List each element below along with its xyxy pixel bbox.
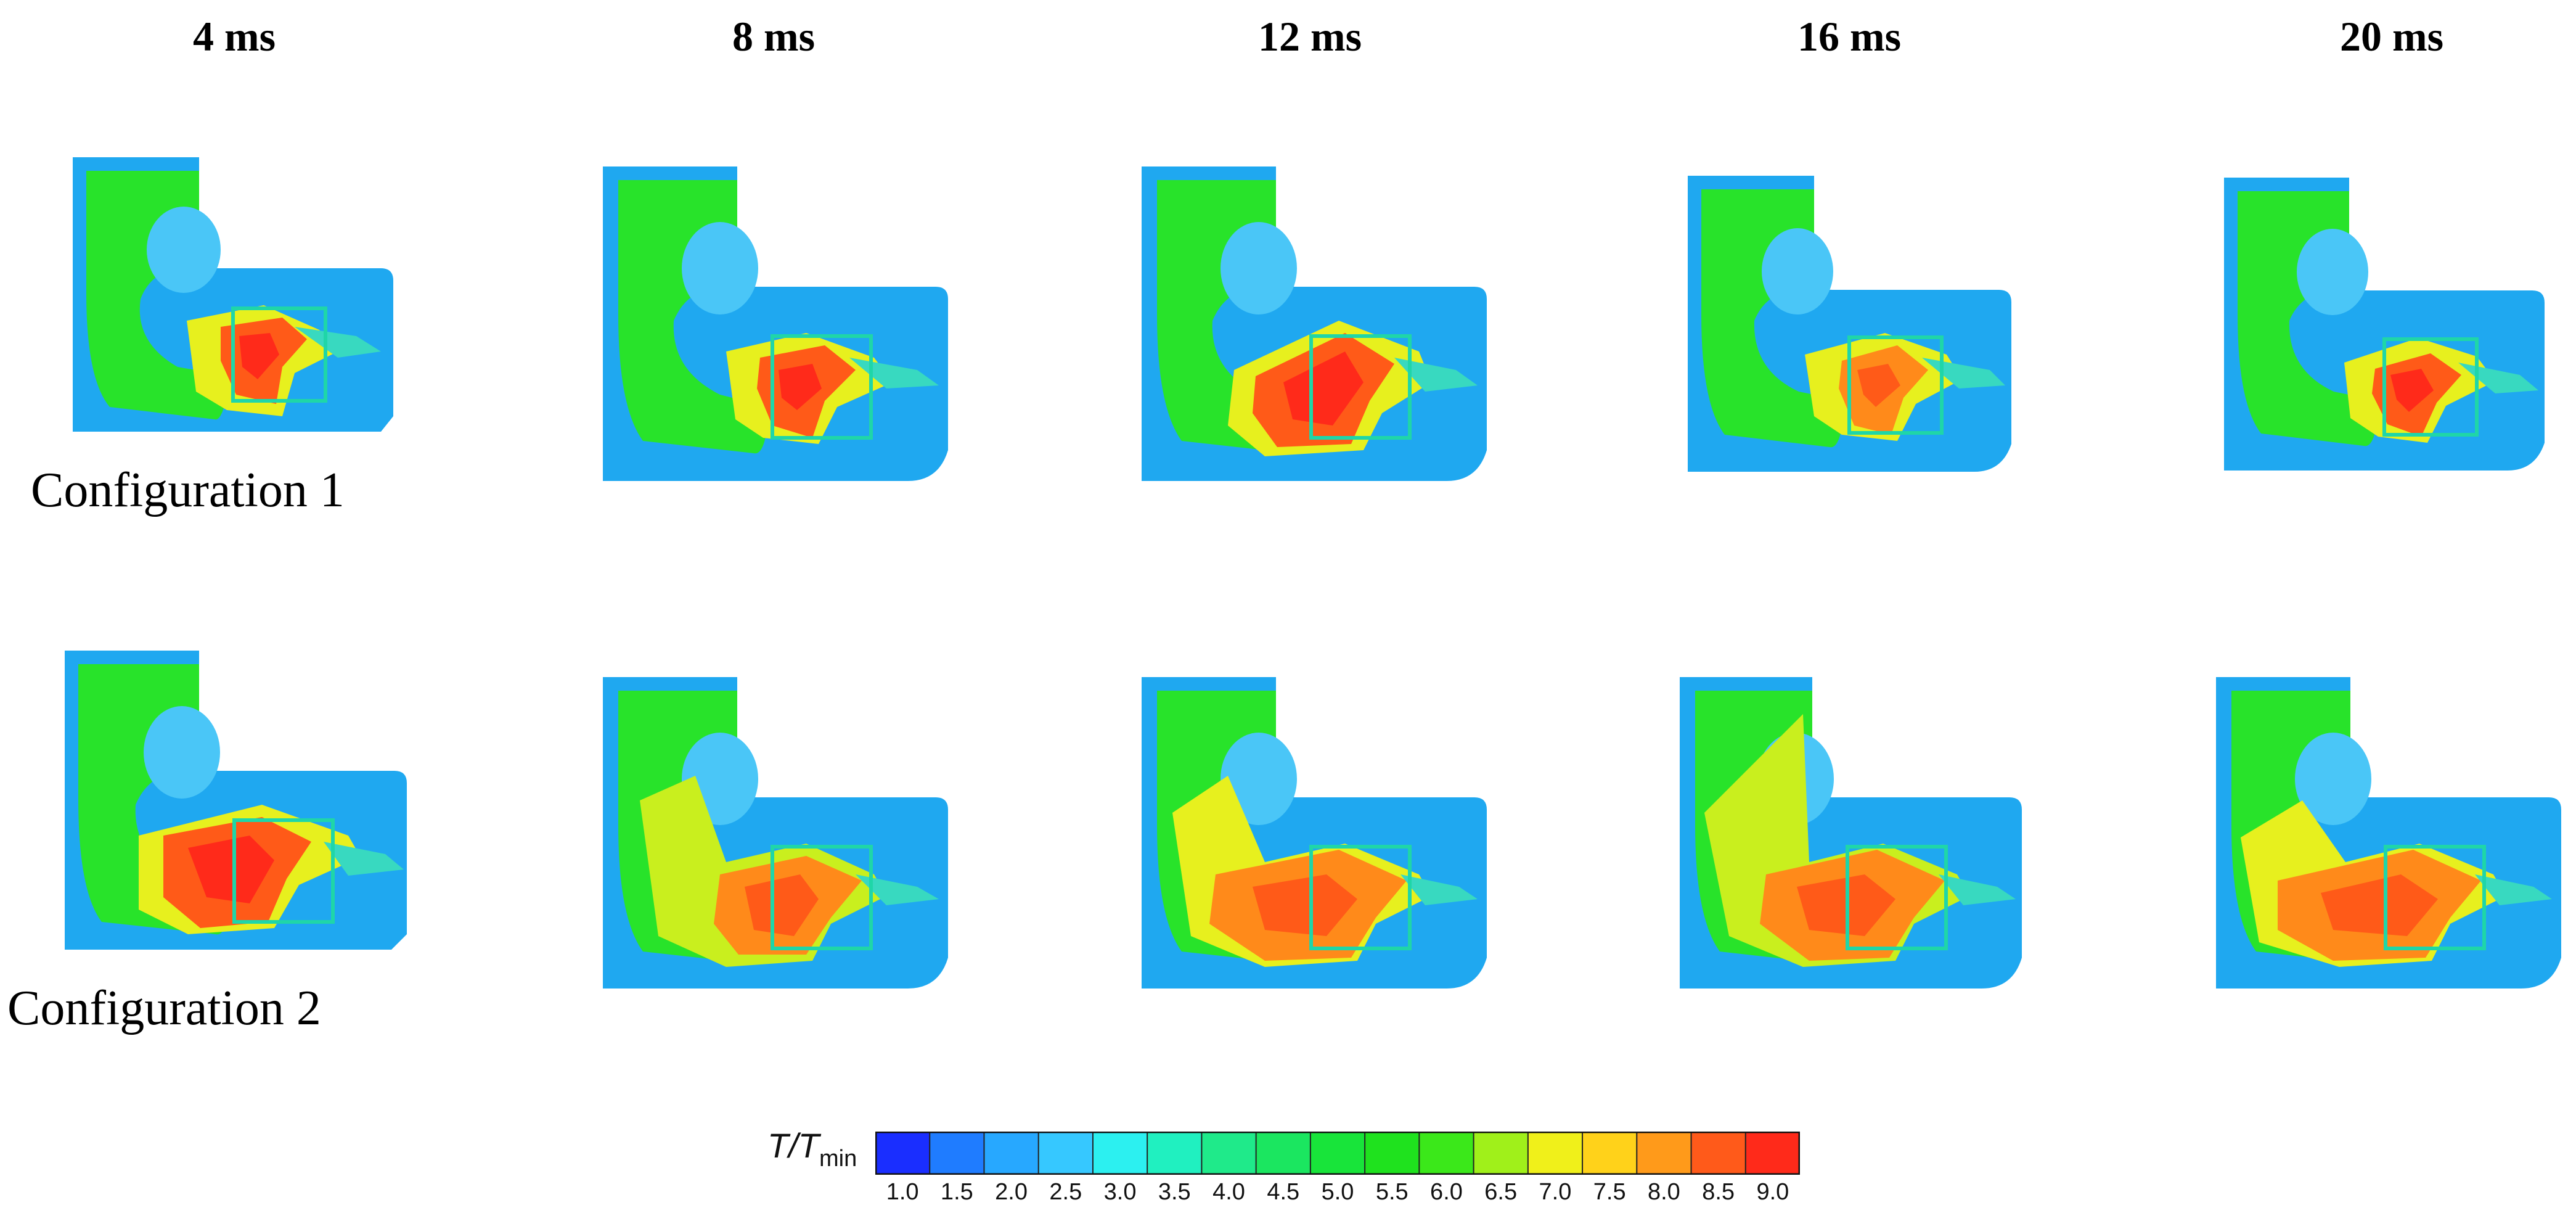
time-label-20ms: 20 ms: [2339, 13, 2444, 60]
colorbar-tick-label: 9.0: [1756, 1179, 1789, 1205]
colorbar-tick-label: 2.5: [1049, 1179, 1082, 1205]
contour-config1-12ms: [1142, 166, 1487, 481]
colorbar-tick-label: 1.0: [886, 1179, 919, 1205]
contour-config2-12ms: [1142, 677, 1487, 989]
contour-config1-20ms: [2224, 178, 2545, 471]
contour-config2-4ms: [65, 651, 407, 950]
colorbar-band: [1473, 1132, 1529, 1175]
colorbar-band: [1582, 1132, 1637, 1175]
colorbar-tick-label: 5.5: [1375, 1179, 1409, 1205]
colorbar-band: [1038, 1132, 1094, 1175]
time-label-12ms: 12 ms: [1257, 13, 1362, 60]
colorbar-tick-label: 8.0: [1647, 1179, 1680, 1205]
colorbar-tick-label: 5.0: [1321, 1179, 1354, 1205]
colorbar-tick-label: 7.0: [1539, 1179, 1572, 1205]
contour-config2-20ms: [2216, 677, 2561, 989]
colorbar-band: [930, 1132, 984, 1175]
contour-config1-16ms: [1688, 176, 2011, 472]
colorbar-band: [1201, 1132, 1257, 1175]
colorbar-tick-label: 3.0: [1103, 1179, 1137, 1205]
colorbar: [875, 1132, 1800, 1175]
colorbar-tick-label: 1.5: [940, 1179, 973, 1205]
colorbar-ticks: 1.0 1.5 2.0 2.5 3.0 3.5 4.0 4.5 5.0 5.5 6.0 6.5 7.0 7…: [875, 1179, 1800, 1210]
colorbar-band: [1691, 1132, 1746, 1175]
colorbar-band: [1092, 1132, 1148, 1175]
colorbar-tick-label: 8.5: [1702, 1179, 1735, 1205]
colorbar-title-main: T/T: [767, 1126, 819, 1165]
colorbar-band: [1365, 1132, 1420, 1175]
colorbar-tick-label: 6.0: [1430, 1179, 1463, 1205]
colorbar-tick-label: 7.5: [1593, 1179, 1626, 1205]
configuration-2-label: Configuration 2: [7, 981, 321, 1035]
colorbar-band: [1527, 1132, 1583, 1175]
colorbar-band: [1637, 1132, 1692, 1175]
colorbar-title: T/Tmin: [767, 1125, 857, 1172]
colorbar-band: [1310, 1132, 1365, 1175]
colorbar-border: [875, 1132, 1800, 1175]
contour-config1-8ms: [603, 166, 948, 481]
colorbar-title-subscript: min: [819, 1146, 857, 1172]
contour-config1-4ms: [73, 157, 399, 432]
colorbar-band: [1147, 1132, 1202, 1175]
colorbar-tick-label: 4.5: [1267, 1179, 1300, 1205]
colorbar-tick-label: 2.0: [995, 1179, 1028, 1205]
time-label-16ms: 16 ms: [1797, 13, 1902, 60]
colorbar-band: [984, 1132, 1039, 1175]
colorbar-band: [1745, 1132, 1800, 1175]
contour-config2-16ms: [1680, 677, 2022, 989]
colorbar-tick-label: 4.0: [1212, 1179, 1245, 1205]
time-label-4ms: 4 ms: [192, 13, 276, 60]
colorbar-band: [1256, 1132, 1311, 1175]
colorbar-tick-label: 6.5: [1484, 1179, 1518, 1205]
configuration-1-label: Configuration 1: [31, 463, 345, 517]
colorbar-band: [1419, 1132, 1474, 1175]
time-label-8ms: 8 ms: [732, 13, 816, 60]
colorbar-tick-label: 3.5: [1158, 1179, 1191, 1205]
colorbar-band: [875, 1132, 930, 1175]
contour-config2-8ms: [603, 677, 948, 989]
